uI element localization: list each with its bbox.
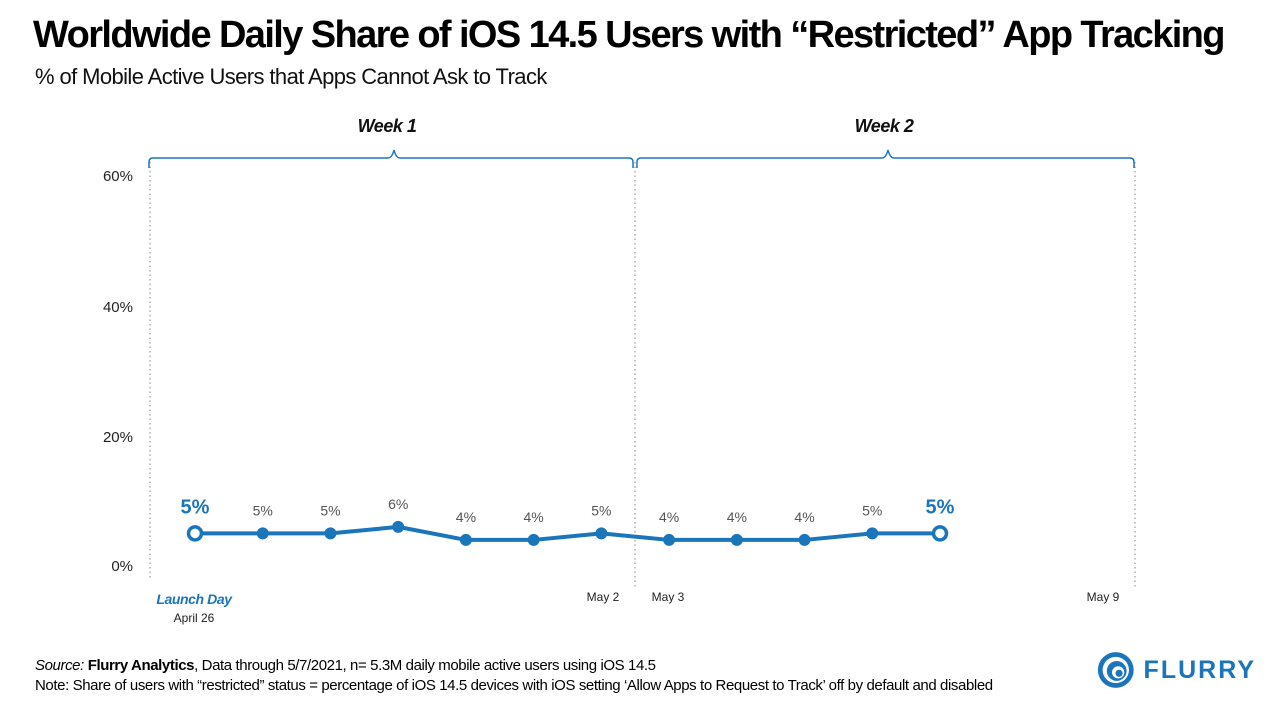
data-label: 5% [253, 502, 273, 518]
data-label: 4% [659, 509, 679, 525]
data-point [663, 533, 676, 546]
week2-end-label: May 9 [1087, 590, 1120, 604]
data-label: 4% [794, 509, 814, 525]
data-point [324, 527, 337, 540]
start-date-label: April 26 [174, 611, 215, 625]
week2-label: Week 2 [855, 116, 914, 136]
source-detail: , Data through 5/7/2021, n= 5.3M daily m… [194, 657, 656, 674]
week1-label: Week 1 [358, 116, 417, 136]
source-label: Source: [35, 657, 84, 674]
chart-footer: Source: Flurry Analytics, Data through 5… [35, 656, 993, 696]
data-point [595, 527, 608, 540]
line-chart: 60% 40% 20% 0% Week 1 Week 2 5% 5% 5% 6% 4% 4… [103, 116, 1136, 625]
data-label: 4% [456, 509, 476, 525]
y-tick-label: 60% [103, 168, 133, 185]
series-line [195, 524, 940, 542]
data-point [798, 533, 811, 546]
y-tick-label: 40% [103, 299, 133, 316]
week1-end-label: May 2 [587, 590, 620, 604]
data-point [186, 525, 204, 542]
source-name: Flurry Analytics [87, 657, 195, 674]
data-label: 5% [926, 496, 955, 518]
chart-title: Worldwide Daily Share of iOS 14.5 Users … [33, 14, 1226, 56]
data-label: 4% [727, 509, 747, 525]
logo-text: FLURRY [1143, 655, 1256, 684]
data-label: 5% [181, 496, 210, 518]
source-line: Source: Flurry Analytics, Data through 5… [35, 656, 993, 676]
data-point [256, 527, 269, 540]
y-tick-label: 0% [111, 558, 133, 575]
flurry-swirl-icon [1097, 652, 1134, 688]
data-point [931, 525, 949, 542]
data-label: 5% [591, 502, 611, 518]
note-line: Note: Share of users with “restricted” s… [35, 677, 993, 694]
data-point [527, 533, 540, 546]
launch-day-label: Launch Day [156, 591, 233, 607]
data-label: 4% [524, 509, 544, 525]
flurry-logo: FLURRY [1096, 648, 1256, 692]
y-tick-label: 20% [103, 429, 133, 446]
data-point [730, 533, 743, 546]
data-label: 6% [388, 496, 408, 512]
week2-start-label: May 3 [652, 590, 685, 604]
data-point [866, 527, 879, 540]
data-label: 5% [862, 502, 882, 518]
data-point [459, 533, 472, 546]
week2-brace [636, 149, 1135, 168]
chart-subtitle: % of Mobile Active Users that Apps Canno… [35, 64, 547, 89]
week1-brace [148, 149, 634, 168]
data-label: 5% [320, 502, 340, 518]
data-point [392, 520, 405, 533]
